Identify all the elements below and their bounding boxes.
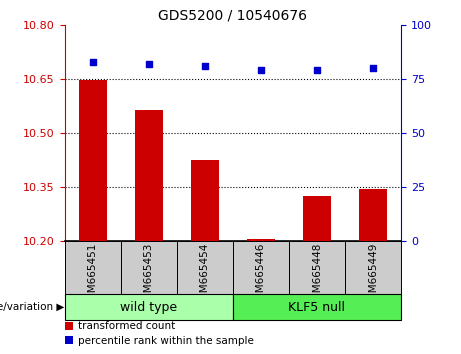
- Text: GSM665449: GSM665449: [368, 243, 378, 306]
- Point: [369, 65, 377, 71]
- Point: [89, 59, 96, 64]
- Title: GDS5200 / 10540676: GDS5200 / 10540676: [158, 8, 307, 22]
- Bar: [121, 241, 177, 294]
- Bar: [135, 109, 163, 241]
- Bar: [191, 160, 219, 241]
- Text: percentile rank within the sample: percentile rank within the sample: [78, 336, 254, 346]
- Bar: [65, 294, 233, 320]
- Bar: [233, 294, 401, 320]
- Bar: [78, 80, 106, 241]
- Bar: [65, 336, 73, 344]
- Text: GSM665446: GSM665446: [256, 243, 266, 306]
- Text: KLF5 null: KLF5 null: [289, 301, 345, 314]
- Text: wild type: wild type: [120, 301, 177, 314]
- Point: [257, 67, 265, 73]
- Bar: [65, 241, 121, 294]
- Text: genotype/variation ▶: genotype/variation ▶: [0, 302, 65, 312]
- Text: GSM665448: GSM665448: [312, 243, 322, 306]
- Bar: [359, 189, 387, 241]
- Text: transformed count: transformed count: [78, 321, 175, 331]
- Text: GSM665454: GSM665454: [200, 243, 210, 306]
- Text: GSM665451: GSM665451: [88, 243, 98, 306]
- Bar: [303, 196, 331, 241]
- Bar: [247, 239, 275, 241]
- Bar: [177, 241, 233, 294]
- Point: [313, 67, 321, 73]
- Bar: [345, 241, 401, 294]
- Point: [201, 63, 208, 69]
- Bar: [289, 241, 345, 294]
- Bar: [233, 241, 289, 294]
- Bar: [65, 322, 73, 330]
- Text: GSM665453: GSM665453: [144, 243, 154, 306]
- Point: [145, 61, 152, 67]
